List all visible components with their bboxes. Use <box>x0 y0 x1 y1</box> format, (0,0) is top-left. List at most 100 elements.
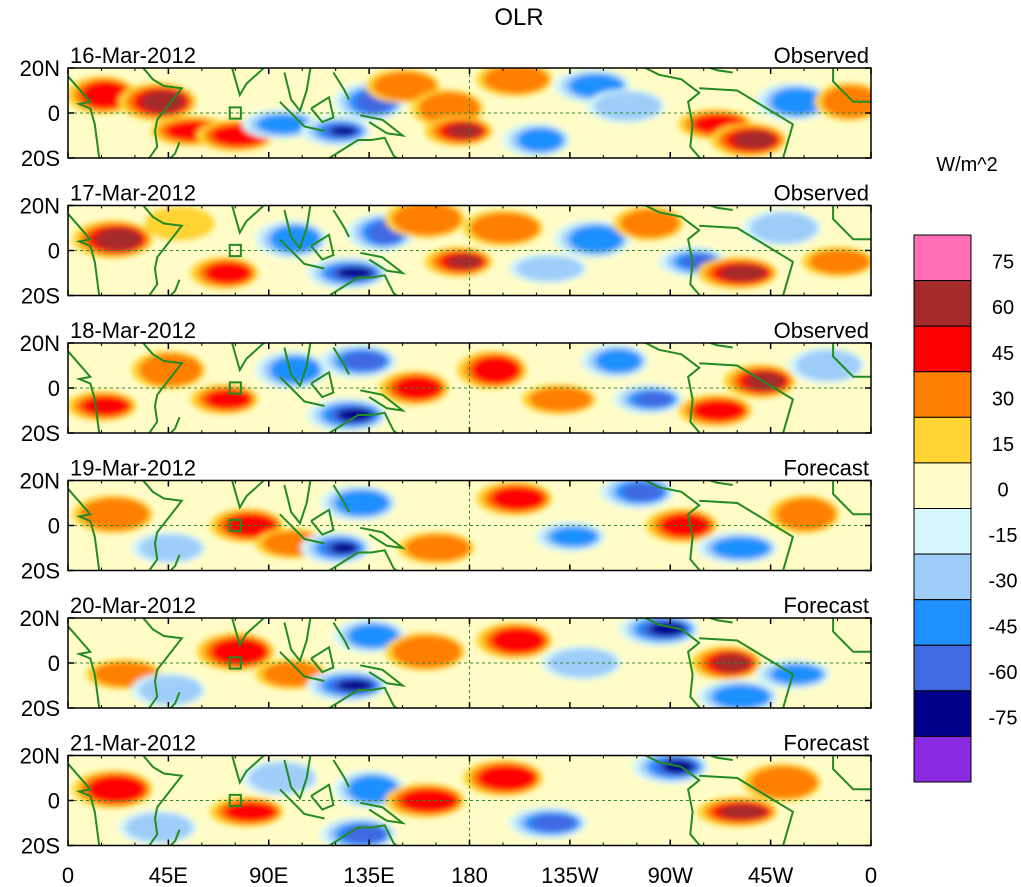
colorbar-tick-label: 0 <box>997 480 1008 502</box>
anomaly-blob <box>138 353 202 387</box>
panel-kind-label: Forecast <box>783 731 869 756</box>
coastline <box>360 389 407 413</box>
colorbar: 75 60 45 30 15 0 -15 -30 -45 -60 -75 <box>913 234 1018 783</box>
coastline <box>68 212 101 296</box>
coastline <box>699 637 795 708</box>
anomaly-blob <box>373 71 437 101</box>
coastline <box>231 68 266 98</box>
coastlines <box>68 755 871 846</box>
coastline <box>68 74 101 158</box>
coastline <box>231 618 266 648</box>
y-tick-label: 0 <box>48 789 60 814</box>
anomaly-blob <box>336 267 373 279</box>
anomaly-blob <box>330 126 357 136</box>
region-marker-box <box>228 381 242 395</box>
anomaly-blob <box>692 399 745 422</box>
anomaly-blob <box>95 228 143 251</box>
anomaly-blob <box>822 85 871 119</box>
anomaly-blob <box>809 249 871 275</box>
anomaly-blob <box>649 622 686 636</box>
coastline <box>707 205 733 211</box>
coastline <box>332 346 350 375</box>
anomaly-blob <box>712 684 771 708</box>
coastline <box>699 87 795 158</box>
coastline <box>231 205 266 236</box>
panel-date-label: 19-Mar-2012 <box>70 456 196 481</box>
colorbar-box <box>913 599 972 646</box>
y-tick-label: 20S <box>21 421 60 446</box>
coastline <box>169 691 181 708</box>
coastline <box>643 755 702 846</box>
coastline <box>231 343 266 373</box>
x-tick-label: 90E <box>249 863 288 887</box>
coastline <box>68 624 101 708</box>
coastline <box>832 618 871 653</box>
coastline <box>699 774 795 846</box>
coastline <box>832 205 871 241</box>
panel-date-label: 16-Mar-2012 <box>70 43 196 68</box>
coastline <box>279 788 325 820</box>
panel-kind-label: Observed <box>774 318 869 343</box>
coastline <box>283 755 312 801</box>
anomaly-blob <box>392 205 462 236</box>
anomaly-blob <box>348 624 399 648</box>
coastline <box>707 755 733 761</box>
anomaly-blob <box>336 408 373 422</box>
anomaly-blob <box>713 653 751 673</box>
coastline <box>141 205 184 296</box>
panel: 20N 0 20S 17-Mar-2012 Observed <box>20 181 872 309</box>
anomaly-blob <box>80 497 150 531</box>
anomaly-blob <box>81 81 130 109</box>
coastline <box>832 755 871 791</box>
anomaly-blob <box>795 350 861 381</box>
coastline <box>231 755 266 786</box>
anomaly-blob <box>569 225 624 254</box>
coastline <box>141 343 184 433</box>
anomaly-blob <box>776 497 836 531</box>
anomaly-blob <box>549 526 598 547</box>
y-tick-label: 20N <box>20 331 60 356</box>
anomaly-blob <box>712 537 771 559</box>
colorbar-tick-label: -75 <box>989 707 1018 729</box>
anomaly-blob <box>342 351 386 371</box>
coastlines <box>68 618 871 708</box>
x-tick-label: 45W <box>748 863 793 887</box>
coastline <box>141 618 184 708</box>
colorbar-box <box>913 234 972 282</box>
y-tick-label: 20S <box>21 284 60 309</box>
anomaly-blob <box>491 486 546 511</box>
anomaly-blob <box>594 91 662 121</box>
anomaly-blob <box>330 542 357 554</box>
coastline <box>310 370 335 399</box>
x-tick-label: 45E <box>149 863 188 887</box>
coastline <box>279 376 325 407</box>
coastline <box>310 233 335 261</box>
colorbar-tick-label: 30 <box>992 388 1014 410</box>
coastlines <box>68 343 871 433</box>
panels: 20N 0 20S 16-Mar-2012 Observed 20N 0 20S 17-Mar-… <box>20 43 872 859</box>
anomaly-blob <box>446 254 482 269</box>
olr-anomaly-field <box>68 343 871 433</box>
coastline <box>360 114 407 138</box>
anomaly-blob <box>622 482 664 501</box>
panel-date-label: 17-Mar-2012 <box>70 181 196 206</box>
coastline <box>310 95 335 124</box>
coastline <box>643 205 702 296</box>
y-tick-label: 0 <box>48 239 60 264</box>
coastline <box>169 141 181 158</box>
anomaly-blob <box>719 264 767 282</box>
anomaly-blob <box>138 675 202 705</box>
coastline <box>283 343 312 388</box>
y-tick-label: 20N <box>20 744 60 769</box>
anomaly-blob <box>529 386 593 412</box>
coastline <box>832 68 871 103</box>
panel-date-label: 18-Mar-2012 <box>70 318 196 343</box>
anomaly-blob <box>517 128 564 152</box>
olr-anomaly-field <box>68 205 871 296</box>
coastline <box>699 362 795 433</box>
panel: 20N 0 20S 16-Mar-2012 Observed <box>20 43 872 171</box>
coastline <box>360 664 407 688</box>
coastline <box>707 618 733 624</box>
anomaly-blob <box>262 661 324 687</box>
x-axis-tick-labels: 0 45E 90E 135E 180 135W 90W 45W 0 <box>62 863 877 887</box>
